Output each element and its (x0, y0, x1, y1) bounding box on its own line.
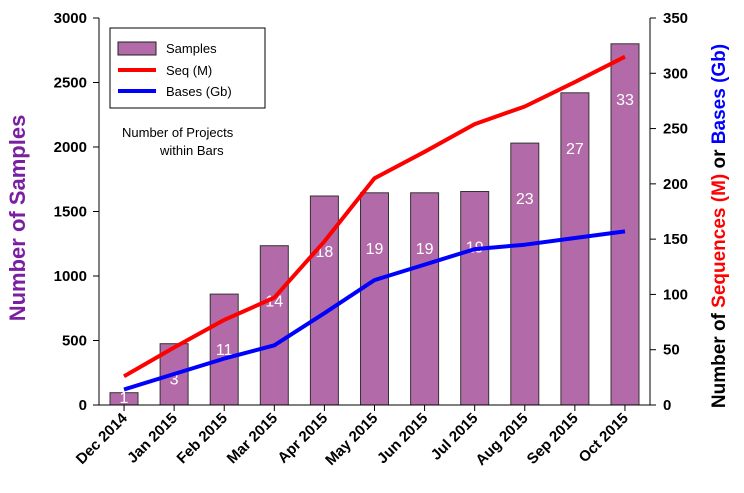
annotation-note: Number of Projects within Bars (122, 125, 234, 158)
left-tick-label-1: 500 (62, 333, 87, 350)
right-axis-label: Number of Sequences (M) or Bases (Gb) (709, 44, 730, 408)
left-tick-label-4: 2000 (54, 139, 87, 156)
bar-label-2: 11 (216, 342, 233, 359)
bar-label-1: 3 (170, 372, 179, 389)
series-line-1 (123, 229, 626, 392)
bar-label-10: 33 (616, 92, 634, 109)
right-axis-label-part-3: Bases (Gb) (709, 44, 730, 144)
left-tick-label-2: 1000 (54, 268, 87, 285)
left-axis-label: Number of Samples (5, 115, 30, 322)
x-tick-label-6: Jun 2015 (374, 410, 431, 467)
right-axis-label-part-0: Number of (709, 308, 730, 408)
bar-10 (610, 43, 640, 406)
legend-label-seq: Seq (M) (166, 63, 212, 78)
right-tick-label-6: 300 (663, 65, 688, 82)
right-tick-label-4: 200 (663, 176, 688, 193)
x-tick-label-5: May 2015 (322, 410, 381, 469)
bar-5 (360, 192, 389, 406)
legend: Samples Seq (M) Bases (Gb) (109, 27, 266, 109)
series-line-0 (123, 54, 626, 379)
right-tick-label-1: 50 (663, 342, 680, 359)
legend-label-bases: Bases (Gb) (166, 84, 232, 99)
right-axis-label-part-1: Sequences (M) (709, 174, 730, 308)
bar-2 (209, 293, 239, 406)
x-tick-label-8: Aug 2015 (472, 410, 531, 469)
bar-label-5: 19 (366, 241, 384, 258)
bar-7 (460, 191, 490, 406)
left-tick-label-3: 1500 (54, 204, 87, 221)
right-tick-label-3: 150 (663, 231, 688, 248)
lines-layer (123, 54, 626, 392)
x-tick-label-0: Dec 2014 (73, 409, 131, 467)
bar-8 (510, 142, 540, 406)
bars-layer (109, 43, 640, 406)
legend-swatch-samples (117, 41, 157, 56)
bar-3 (259, 245, 289, 406)
bar-9 (560, 92, 590, 406)
left-tick-label-5: 2500 (54, 75, 87, 92)
x-tick-label-9: Sep 2015 (524, 410, 582, 468)
left-tick-label-6: 3000 (54, 10, 87, 27)
right-tick-label-2: 100 (663, 286, 688, 303)
bar-label-0: 1 (120, 390, 129, 407)
x-tick-label-2: Feb 2015 (174, 410, 231, 467)
annotation-line-2: within Bars (159, 143, 224, 158)
right-tick-label-0: 0 (663, 397, 671, 414)
right-axis-label-part-2: or (709, 144, 730, 174)
right-tick-label-5: 250 (663, 121, 688, 138)
bar-label-6: 19 (416, 241, 434, 258)
bar-label-8: 23 (516, 191, 534, 208)
bar-6 (410, 192, 440, 406)
bar-label-9: 27 (566, 141, 584, 158)
legend-label-samples: Samples (166, 41, 217, 56)
left-tick-label-0: 0 (79, 397, 87, 414)
x-tick-label-1: Jan 2015 (124, 410, 181, 467)
x-tick-label-10: Oct 2015 (576, 410, 632, 466)
annotation-line-1: Number of Projects (122, 125, 234, 140)
right-tick-label-7: 350 (663, 10, 688, 27)
x-tick-label-3: Mar 2015 (224, 410, 281, 467)
